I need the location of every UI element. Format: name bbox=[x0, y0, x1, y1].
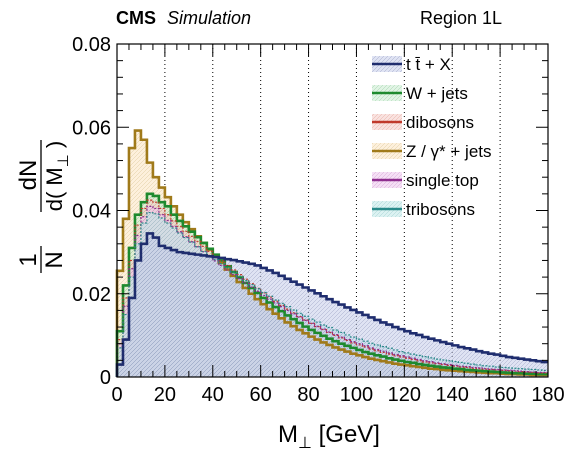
experiment-label: CMS bbox=[116, 8, 156, 28]
x-tick-label: 120 bbox=[388, 384, 421, 406]
status-label: Simulation bbox=[167, 8, 251, 28]
legend-item-t-t-x: t t̄ + X bbox=[372, 55, 451, 74]
legend-label: W + jets bbox=[406, 84, 468, 103]
region-label: Region 1L bbox=[420, 8, 502, 28]
legend-label: Z / γ* + jets bbox=[406, 142, 492, 161]
legend-item-dibosons: dibosons bbox=[372, 113, 474, 132]
axes-layer: 0 20 40 60 80 100 120 140 160 180 0 0.02 0.04 0.06 0.0… bbox=[72, 34, 565, 406]
x-tick-label: 40 bbox=[202, 384, 224, 406]
y-axis-title-prefix: 1 bbox=[15, 253, 42, 266]
x-tick-label: 100 bbox=[340, 384, 373, 406]
x-tick-label: 20 bbox=[154, 384, 176, 406]
legend-item-w-jets: W + jets bbox=[372, 84, 468, 103]
t-t-x-fill bbox=[117, 233, 548, 377]
legend-label: tribosons bbox=[406, 200, 475, 219]
y-axis-title-denominator: d( M⊥ ) bbox=[42, 141, 72, 212]
w-jets-line bbox=[115, 192, 548, 377]
y-tick-label: 0.04 bbox=[72, 201, 111, 223]
y-tick-label: 0 bbox=[100, 367, 111, 389]
x-tick-label: 160 bbox=[483, 384, 516, 406]
x-tick-label: 0 bbox=[111, 384, 122, 406]
legend-label: dibosons bbox=[406, 113, 474, 132]
legend-item-z-jets: Z / γ* + jets bbox=[372, 142, 492, 161]
y-axis-title-numerator: dN bbox=[15, 160, 42, 191]
y-tick-label: 0.06 bbox=[72, 117, 111, 139]
x-tick-label: 140 bbox=[436, 384, 469, 406]
series-layer bbox=[115, 129, 548, 377]
legend-label: t t̄ + X bbox=[406, 55, 451, 74]
single-top-line bbox=[116, 205, 548, 377]
legend-label: single top bbox=[406, 171, 479, 190]
x-tick-label: 60 bbox=[250, 384, 272, 406]
y-tick-label: 0.02 bbox=[72, 284, 111, 306]
x-axis-title: M⊥ [GeV] bbox=[278, 421, 380, 452]
x-tick-label: 180 bbox=[531, 384, 564, 406]
y-axis-title: 1 N dN d( M⊥ ) bbox=[15, 140, 72, 273]
y-axis-title-n: N bbox=[41, 251, 68, 268]
t-t-x-line bbox=[115, 232, 548, 377]
legend: t t̄ + X W + jets dibosons Z / γ* + jets sin… bbox=[372, 55, 492, 219]
y-tick-label: 0.08 bbox=[72, 34, 111, 56]
legend-item-single-top: single top bbox=[372, 171, 479, 190]
x-tick-label: 80 bbox=[297, 384, 319, 406]
legend-item-tribosons: tribosons bbox=[372, 200, 475, 219]
tribosons-line bbox=[116, 211, 548, 377]
